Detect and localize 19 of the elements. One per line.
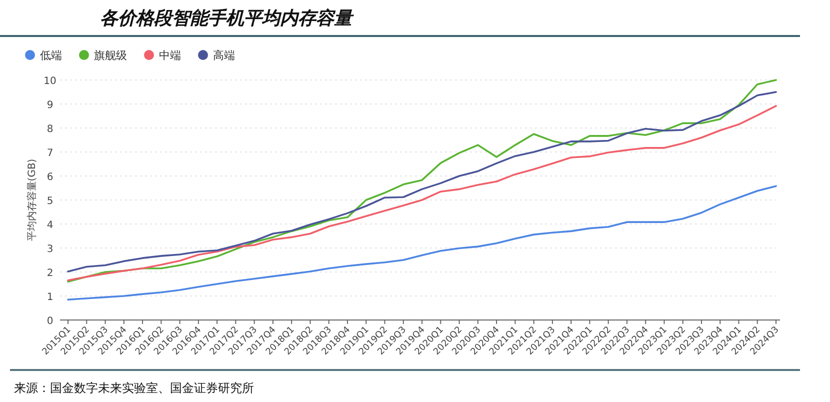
y-tick-label: 3: [46, 244, 54, 255]
legend-label: 低端: [40, 49, 62, 62]
y-tick-label: 5: [46, 196, 54, 207]
y-tick-label: 2: [46, 268, 54, 279]
y-tick-label: 9: [46, 100, 54, 111]
legend-label: 高端: [213, 49, 235, 62]
source-note: 来源：国金数字未来实验室、国金证券研究所: [14, 381, 254, 395]
y-tick-label: 1: [46, 292, 54, 303]
chart-title: 各价格段智能手机平均内存容量: [100, 8, 354, 29]
line-series: [67, 185, 777, 300]
y-tick-label: 8: [46, 124, 54, 135]
y-tick-label: 7: [46, 148, 54, 159]
y-tick-label: 6: [46, 172, 54, 183]
legend-label: 旗舰级: [94, 49, 127, 62]
legend-label: 中端: [159, 49, 181, 62]
y-axis-title: 平均内存容量(GB): [26, 158, 38, 242]
y-tick-label: 10: [44, 76, 56, 87]
y-tick-label: 4: [46, 220, 54, 231]
y-tick-label: 0: [46, 316, 54, 327]
